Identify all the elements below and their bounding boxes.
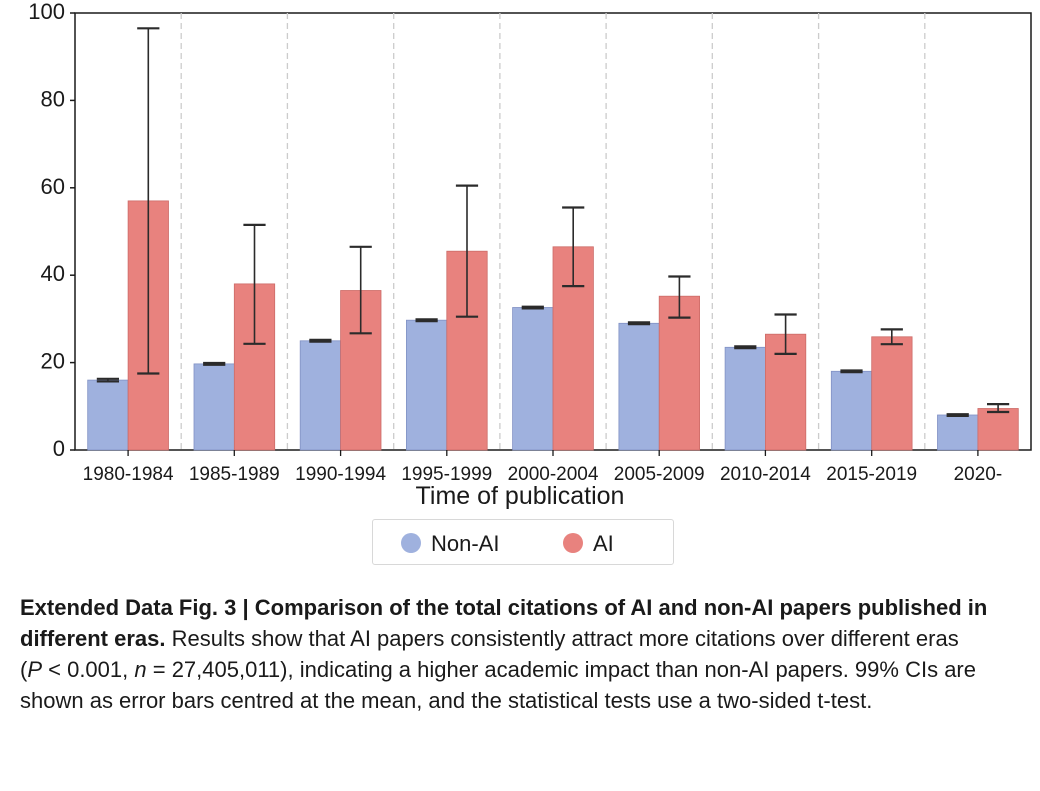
svg-text:20: 20 <box>41 349 65 374</box>
svg-text:100: 100 <box>28 0 65 24</box>
svg-text:60: 60 <box>41 174 65 199</box>
svg-text:80: 80 <box>41 86 65 111</box>
svg-text:0: 0 <box>53 436 65 461</box>
svg-text:40: 40 <box>41 261 65 286</box>
